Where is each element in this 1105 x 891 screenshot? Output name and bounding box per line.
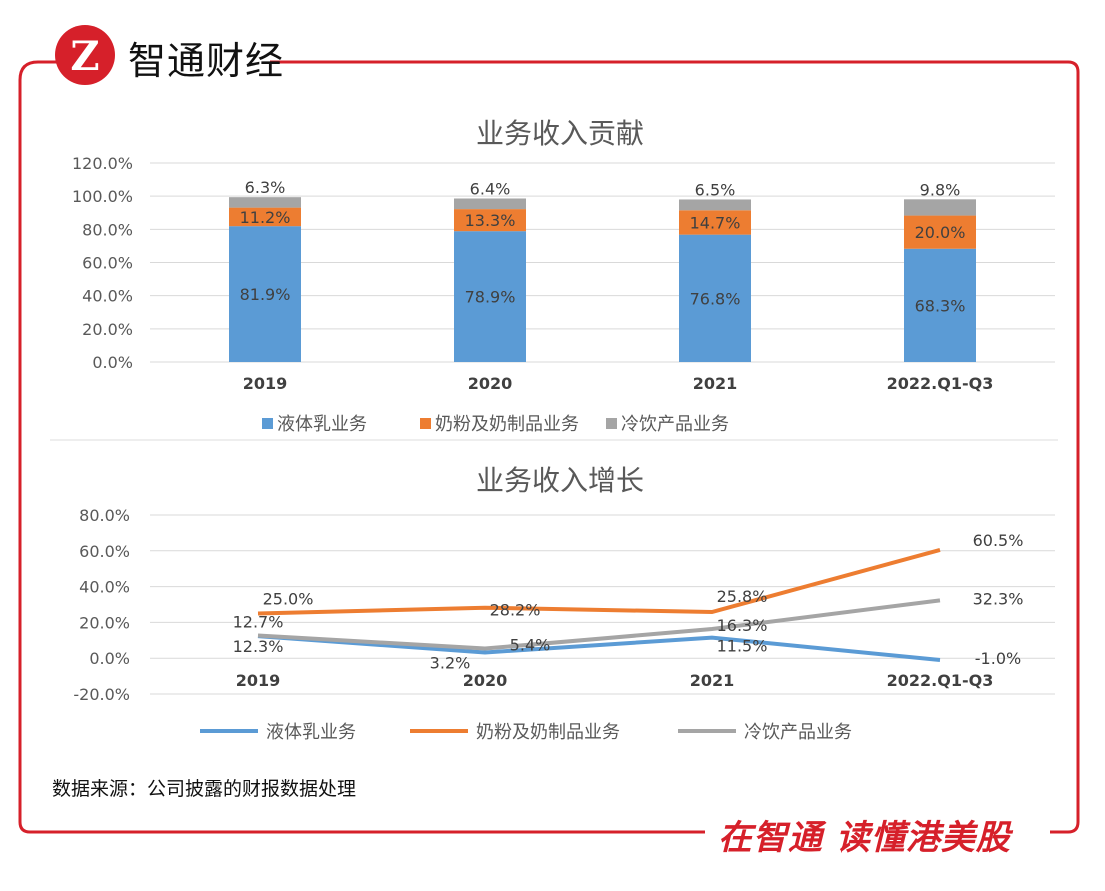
legend-label: 液体乳业务 — [266, 722, 356, 743]
frame-border-left — [18, 60, 705, 834]
y-tick-label: 120.0% — [72, 154, 133, 173]
bar-segment — [454, 198, 526, 210]
bar-segment — [229, 207, 301, 227]
bar-segment — [229, 226, 301, 362]
chart-title: 业务收入贡献 — [476, 117, 644, 150]
chart-title: 业务收入增长 — [476, 464, 644, 497]
legend-label: 液体乳业务 — [277, 414, 367, 435]
x-tick-label: 2020 — [468, 374, 513, 393]
x-tick-label: 2022.Q1-Q3 — [887, 374, 994, 393]
y-tick-label: 80.0% — [79, 506, 130, 525]
data-label: 78.9% — [465, 288, 516, 307]
series-line — [257, 598, 941, 651]
series-line — [257, 547, 941, 616]
data-label: 9.8% — [920, 180, 961, 199]
y-tick-label: 0.0% — [92, 353, 133, 372]
data-label: 68.3% — [915, 296, 966, 315]
x-tick-label: 2020 — [463, 671, 508, 690]
y-tick-label: 20.0% — [82, 320, 133, 339]
data-label: 6.5% — [695, 180, 736, 199]
bar-segment — [679, 210, 751, 235]
data-label: 32.3% — [973, 589, 1024, 608]
x-tick-label: 2022.Q1-Q3 — [887, 671, 994, 690]
y-tick-label: 20.0% — [79, 613, 130, 632]
data-label: 3.2% — [430, 653, 471, 672]
x-tick-label: 2021 — [690, 671, 735, 690]
legend-label: 冷饮产品业务 — [621, 414, 729, 435]
x-tick-label: 2019 — [236, 671, 281, 690]
data-label: -1.0% — [975, 649, 1021, 668]
legend-swatch — [420, 418, 431, 429]
data-label: 76.8% — [690, 289, 741, 308]
bar-segment — [229, 197, 301, 208]
data-label: 28.2% — [490, 601, 541, 620]
data-label: 6.4% — [470, 179, 511, 198]
y-tick-label: 40.0% — [79, 578, 130, 597]
series-line — [257, 634, 941, 662]
legend-swatch — [606, 418, 617, 429]
legend-swatch — [262, 418, 273, 429]
line-chart: 业务收入增长 -20.0% 0.0% 20.0% 40.0% 60.0% 80.0% 12.3… — [73, 464, 1055, 743]
y-tick-label: 60.0% — [82, 254, 133, 273]
data-label: 6.3% — [245, 178, 286, 197]
data-label: 81.9% — [240, 285, 291, 304]
bar-segment — [904, 215, 976, 249]
data-label: 60.5% — [973, 531, 1024, 550]
data-label: 14.7% — [690, 213, 741, 232]
data-label: 5.4% — [510, 636, 551, 655]
data-label: 16.3% — [717, 616, 768, 635]
data-label: 20.0% — [915, 223, 966, 242]
bar-segment — [454, 209, 526, 232]
slogan: 在智通 读懂港美股 — [718, 818, 1011, 858]
logo-icon: Z — [55, 25, 115, 85]
y-tick-label: 40.0% — [82, 287, 133, 306]
y-tick-label: -20.0% — [73, 685, 130, 704]
legend-label: 奶粉及奶制品业务 — [476, 722, 620, 743]
bar-segment — [679, 234, 751, 362]
svg-text:Z: Z — [70, 33, 99, 80]
legend-label: 奶粉及奶制品业务 — [435, 414, 579, 435]
x-tick-label: 2021 — [693, 374, 738, 393]
data-label: 12.7% — [233, 612, 284, 631]
bar-segment — [454, 231, 526, 362]
frame-border — [270, 60, 1080, 834]
y-tick-label: 60.0% — [79, 542, 130, 561]
x-tick-label: 2019 — [243, 374, 288, 393]
brand-name: 智通财经 — [128, 39, 285, 83]
y-tick-label: 0.0% — [89, 649, 130, 668]
data-label: 11.5% — [717, 637, 768, 656]
bar-segment — [904, 199, 976, 216]
data-label: 13.3% — [465, 211, 516, 230]
y-tick-label: 80.0% — [82, 220, 133, 239]
data-label: 11.2% — [240, 208, 291, 227]
legend-label: 冷饮产品业务 — [744, 722, 852, 743]
bar-segment — [679, 199, 751, 211]
bar-segment — [904, 248, 976, 362]
data-label: 25.8% — [717, 587, 768, 606]
bar-chart: 业务收入贡献 0.0% 20.0% 40.0% 60.0% 80.0% 100.0% 120.… — [72, 117, 1055, 435]
y-tick-label: 100.0% — [72, 187, 133, 206]
data-label: 25.0% — [263, 589, 314, 608]
source-note: 数据来源：公司披露的财报数据处理 — [52, 778, 357, 800]
data-label: 12.3% — [233, 637, 284, 656]
